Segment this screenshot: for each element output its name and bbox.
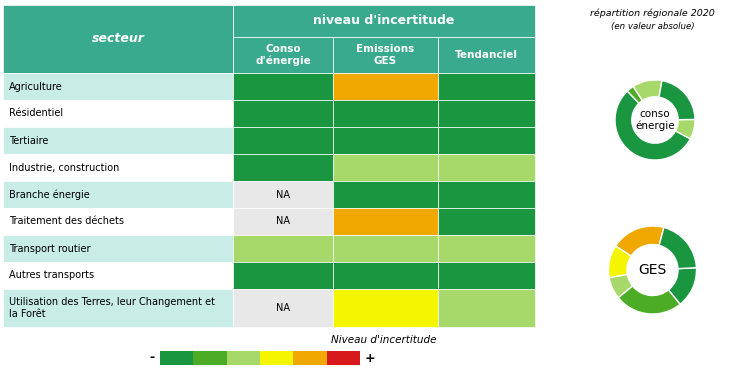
Text: Niveau d'incertitude: Niveau d'incertitude [332, 335, 436, 345]
Bar [438, 37, 535, 73]
Bar [3, 73, 233, 100]
Bar [438, 154, 535, 181]
Bar [438, 127, 535, 154]
Bar [3, 289, 233, 327]
Text: +: + [365, 352, 376, 364]
Bar [233, 37, 333, 73]
Text: Conso
d'énergie: Conso d'énergie [255, 44, 310, 66]
Bar [233, 5, 535, 37]
Text: conso
énergie: conso énergie [635, 109, 675, 131]
Bar [233, 235, 333, 262]
Wedge shape [627, 87, 642, 103]
Wedge shape [676, 119, 695, 139]
Bar [233, 127, 333, 154]
Bar [438, 235, 535, 262]
Text: Résidentiel: Résidentiel [9, 109, 63, 119]
Text: Emissions
GES: Emissions GES [356, 44, 415, 66]
Bar [333, 235, 438, 262]
Text: Industrie, construction: Industrie, construction [9, 163, 119, 173]
Bar [333, 127, 438, 154]
Bar [3, 181, 233, 208]
Bar [160, 351, 194, 365]
Bar [333, 154, 438, 181]
Text: Tendanciel: Tendanciel [455, 50, 518, 60]
Text: -: - [150, 352, 155, 364]
Bar [233, 208, 333, 235]
Bar [233, 289, 333, 327]
Bar [260, 351, 293, 365]
Text: Autres transports: Autres transports [9, 271, 94, 280]
Bar [333, 289, 438, 327]
Bar [333, 262, 438, 289]
Bar [233, 100, 333, 127]
Text: (en valeur absolue): (en valeur absolue) [610, 22, 695, 31]
Text: Utilisation des Terres, leur Changement et
la Forêt: Utilisation des Terres, leur Changement … [9, 297, 215, 319]
Wedge shape [618, 286, 680, 314]
Text: NA: NA [276, 217, 290, 226]
Bar [233, 262, 333, 289]
Bar [3, 5, 233, 73]
Wedge shape [659, 81, 695, 120]
Wedge shape [609, 274, 633, 298]
Bar [438, 262, 535, 289]
Bar [438, 100, 535, 127]
Bar [3, 127, 233, 154]
Bar [233, 154, 333, 181]
Bar [233, 181, 333, 208]
Bar [327, 351, 360, 365]
Wedge shape [633, 80, 662, 101]
Text: Traitement des déchets: Traitement des déchets [9, 217, 124, 226]
Bar [438, 181, 535, 208]
Bar [3, 208, 233, 235]
Bar [3, 235, 233, 262]
Bar [3, 100, 233, 127]
Text: Branche énergie: Branche énergie [9, 189, 90, 200]
Text: GES: GES [638, 263, 667, 277]
Bar [333, 73, 438, 100]
Text: NA: NA [276, 190, 290, 200]
Text: Agriculture: Agriculture [9, 81, 63, 92]
Text: niveau d'incertitude: niveau d'incertitude [314, 14, 454, 27]
Text: Transport routier: Transport routier [9, 244, 91, 253]
Text: répartition régionale 2020: répartition régionale 2020 [590, 8, 715, 17]
Text: secteur: secteur [92, 33, 145, 46]
Bar [233, 73, 333, 100]
Wedge shape [608, 246, 631, 278]
Bar [333, 208, 438, 235]
Bar [333, 37, 438, 73]
Bar [3, 154, 233, 181]
Text: Tertiaire: Tertiaire [9, 136, 48, 146]
Bar [194, 351, 226, 365]
Bar [438, 208, 535, 235]
Bar [438, 289, 535, 327]
Bar [438, 73, 535, 100]
Wedge shape [659, 228, 697, 269]
Bar [226, 351, 260, 365]
Wedge shape [668, 268, 697, 304]
Bar [3, 262, 233, 289]
Bar [333, 181, 438, 208]
Wedge shape [615, 91, 690, 160]
Bar [333, 100, 438, 127]
Text: NA: NA [276, 303, 290, 313]
Bar [293, 351, 327, 365]
Wedge shape [616, 226, 664, 256]
